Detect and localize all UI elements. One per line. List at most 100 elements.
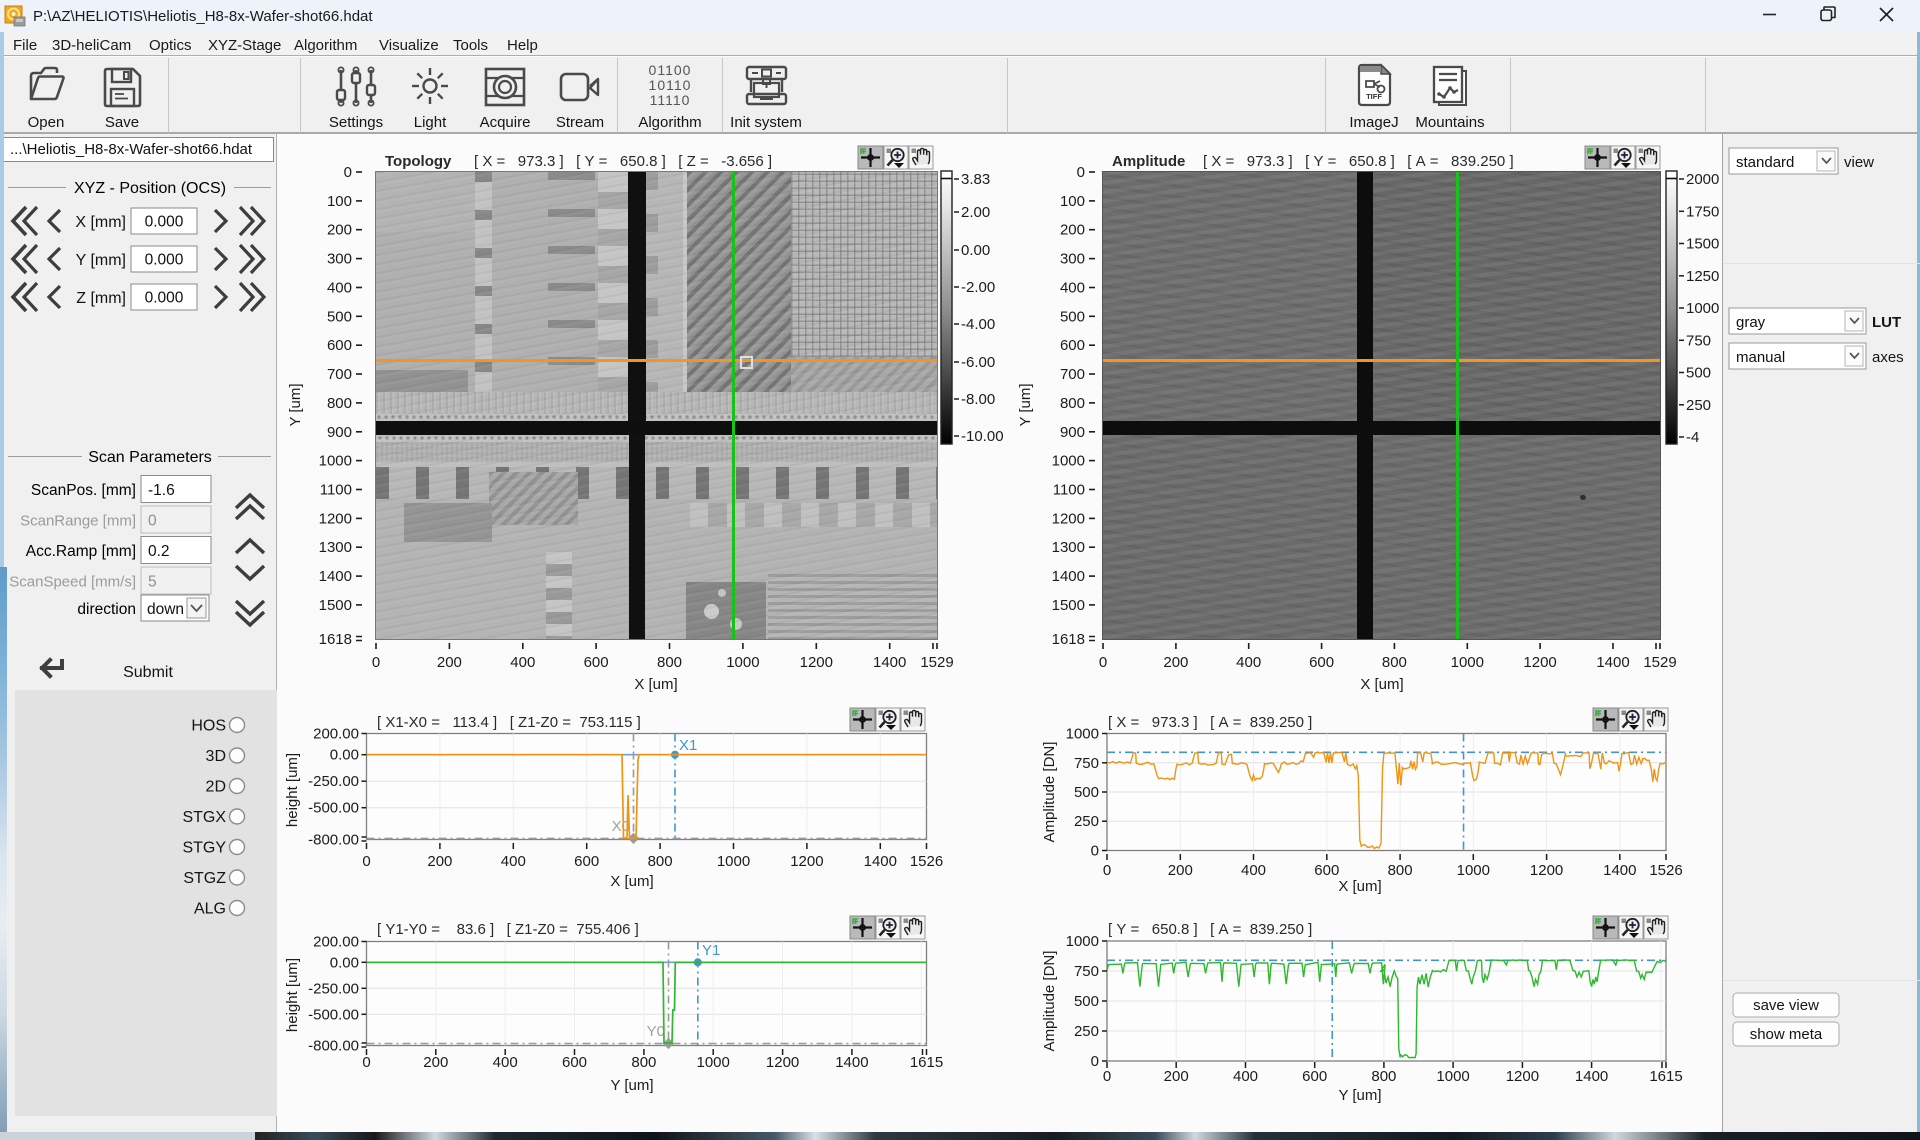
svg-text:-4.00: -4.00 (961, 316, 995, 333)
svg-text:Y [um]: Y [um] (287, 383, 304, 426)
svg-text:0.00: 0.00 (961, 242, 990, 259)
svg-text:1200: 1200 (800, 654, 833, 671)
svg-text:height [um]: height [um] (284, 753, 301, 827)
svg-text:1200: 1200 (1530, 862, 1563, 879)
svg-text:600: 600 (1060, 337, 1085, 354)
svg-text:700: 700 (1060, 366, 1085, 383)
svg-text:1526: 1526 (1649, 862, 1682, 879)
svg-text:250: 250 (1074, 1023, 1099, 1040)
svg-text:-250.00: -250.00 (308, 980, 359, 997)
svg-text:0: 0 (362, 853, 370, 870)
svg-text:0: 0 (1099, 654, 1107, 671)
svg-text:-500.00: -500.00 (308, 800, 359, 817)
svg-text:200.00: 200.00 (313, 726, 359, 743)
svg-text:250: 250 (1074, 813, 1099, 830)
svg-text:-250.00: -250.00 (308, 773, 359, 790)
svg-text:0: 0 (344, 164, 352, 181)
svg-text:height [um]: height [um] (284, 958, 301, 1032)
svg-text:1750: 1750 (1686, 203, 1719, 220)
svg-text:1400: 1400 (1596, 654, 1629, 671)
svg-text:1200: 1200 (1052, 510, 1085, 527)
svg-text:200: 200 (423, 1054, 448, 1071)
svg-text:0.00: 0.00 (330, 954, 359, 971)
svg-text:X0: X0 (612, 818, 630, 835)
svg-text:1300: 1300 (319, 539, 352, 556)
svg-text:1200: 1200 (766, 1054, 799, 1071)
svg-text:1200: 1200 (319, 510, 352, 527)
svg-text:1400: 1400 (873, 654, 906, 671)
svg-text:1500: 1500 (1052, 597, 1085, 614)
svg-text:Y0: Y0 (647, 1023, 665, 1040)
svg-text:500: 500 (1686, 365, 1711, 382)
svg-text:600: 600 (562, 1054, 587, 1071)
svg-text:0: 0 (1103, 1068, 1111, 1085)
svg-text:1200: 1200 (1523, 654, 1556, 671)
svg-text:800: 800 (631, 1054, 656, 1071)
svg-text:200: 200 (437, 654, 462, 671)
svg-text:200: 200 (327, 222, 352, 239)
svg-text:1000: 1000 (1052, 453, 1085, 470)
svg-text:Y [um]: Y [um] (1338, 1087, 1381, 1104)
svg-text:3.83: 3.83 (961, 171, 990, 188)
svg-text:1529: 1529 (920, 654, 953, 671)
svg-text:1618: 1618 (1052, 631, 1085, 648)
svg-text:X [um]: X [um] (610, 873, 653, 890)
svg-text:400: 400 (327, 280, 352, 297)
svg-text:100: 100 (1060, 193, 1085, 210)
svg-text:600: 600 (1302, 1068, 1327, 1085)
svg-text:1529: 1529 (1643, 654, 1676, 671)
svg-text:Amplitude [DN]: Amplitude [DN] (1041, 951, 1058, 1052)
svg-text:1200: 1200 (790, 853, 823, 870)
svg-text:900: 900 (327, 424, 352, 441)
svg-text:200: 200 (1168, 862, 1193, 879)
svg-text:X [um]: X [um] (634, 676, 677, 693)
svg-text:800: 800 (657, 654, 682, 671)
svg-text:0.00: 0.00 (330, 747, 359, 764)
svg-text:1526: 1526 (910, 853, 943, 870)
svg-text:200: 200 (1163, 654, 1188, 671)
svg-text:Y [um]: Y [um] (610, 1077, 653, 1094)
svg-text:1618: 1618 (319, 631, 352, 648)
svg-text:400: 400 (1233, 1068, 1258, 1085)
svg-text:-8.00: -8.00 (961, 391, 995, 408)
svg-text:400: 400 (501, 853, 526, 870)
svg-text:800: 800 (327, 395, 352, 412)
svg-text:800: 800 (1388, 862, 1413, 879)
svg-text:1200: 1200 (1506, 1068, 1539, 1085)
svg-text:900: 900 (1060, 424, 1085, 441)
svg-text:1400: 1400 (1575, 1068, 1608, 1085)
svg-text:1000: 1000 (1457, 862, 1490, 879)
svg-text:1300: 1300 (1052, 539, 1085, 556)
svg-text:750: 750 (1686, 332, 1711, 349)
svg-text:500: 500 (1074, 993, 1099, 1010)
svg-text:250: 250 (1686, 397, 1711, 414)
svg-text:750: 750 (1074, 755, 1099, 772)
svg-text:Topology: Topology (385, 153, 452, 170)
svg-text:-2.00: -2.00 (961, 279, 995, 296)
svg-text:750: 750 (1074, 963, 1099, 980)
svg-text:800: 800 (1371, 1068, 1396, 1085)
svg-text:X [um]: X [um] (1360, 676, 1403, 693)
svg-text:Y1: Y1 (702, 942, 720, 959)
svg-text:Amplitude: Amplitude (1112, 153, 1185, 170)
svg-text:500: 500 (327, 308, 352, 325)
svg-text:600: 600 (1309, 654, 1334, 671)
svg-text:[ X1-X0 = 113.4 ] [ Z1-Z0: [ X1-X0 = 113.4 ] [ Z1-Z0 = 753.115 ] (377, 714, 641, 731)
svg-text:600: 600 (574, 853, 599, 870)
svg-text:[ X = 973.3 ] [ A = 839.2: [ X = 973.3 ] [ A = 839.250 ] (1108, 714, 1312, 731)
svg-text:300: 300 (327, 251, 352, 268)
svg-text:X [um]: X [um] (1338, 878, 1381, 895)
svg-text:Amplitude [DN]: Amplitude [DN] (1041, 742, 1058, 843)
svg-text:200: 200 (1060, 222, 1085, 239)
svg-text:500: 500 (1060, 308, 1085, 325)
svg-text:1400: 1400 (319, 568, 352, 585)
svg-text:400: 400 (1060, 280, 1085, 297)
svg-text:300: 300 (1060, 251, 1085, 268)
svg-text:1400: 1400 (1052, 568, 1085, 585)
svg-text:1500: 1500 (319, 597, 352, 614)
svg-text:1000: 1000 (726, 654, 759, 671)
svg-text:0: 0 (1091, 1053, 1099, 1070)
svg-text:800: 800 (1382, 654, 1407, 671)
svg-text:400: 400 (493, 1054, 518, 1071)
svg-text:[ Y1-Y0 = 83.6 ] [ Z1-Z0: [ Y1-Y0 = 83.6 ] [ Z1-Z0 = 755.406 ] (377, 921, 639, 938)
